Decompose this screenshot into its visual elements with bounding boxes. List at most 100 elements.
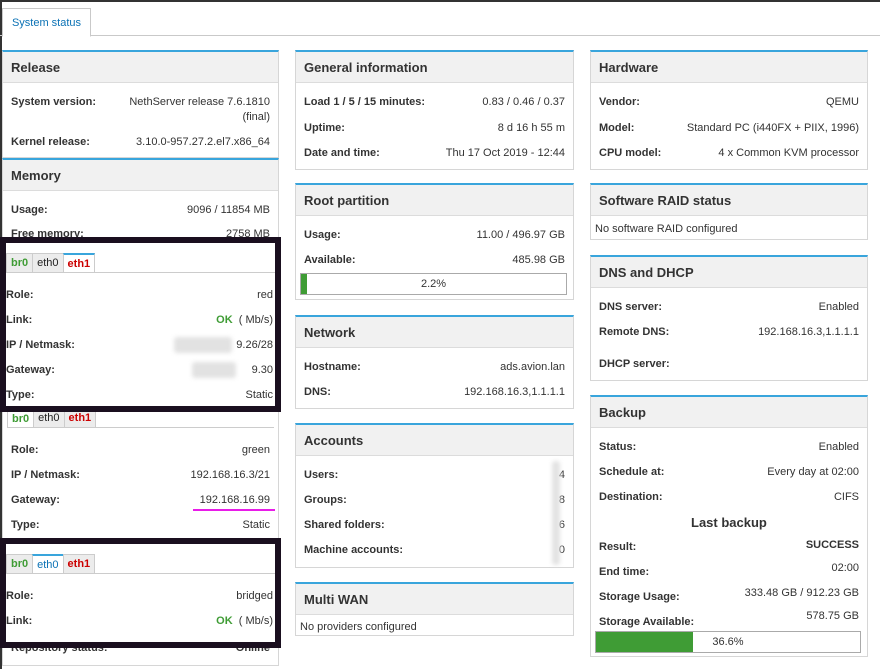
system-version-value-2: (final) <box>242 111 270 123</box>
tab-br0[interactable]: br0 <box>6 253 34 273</box>
eth1-role-label: Role: <box>6 289 34 301</box>
backup-status-label: Status: <box>599 441 637 453</box>
memory-usage-label: Usage: <box>11 204 48 216</box>
raid-title: Software RAID status <box>591 185 867 216</box>
root-usage-value: 11.00 / 496.97 GB <box>476 229 565 241</box>
tab-eth1[interactable]: eth1 <box>62 253 96 273</box>
model-label: Model: <box>599 122 635 134</box>
load-label: Load 1 / 5 / 15 minutes: <box>304 96 426 108</box>
machine-accounts-value: 0 <box>558 544 565 556</box>
br0-iface-tabs: br0 eth0 eth1 <box>7 408 97 428</box>
backup-storage-progress-bar: 36.6% <box>595 631 861 653</box>
eth1-ip-label: IP / Netmask: <box>6 339 75 351</box>
end-time-value: 02:00 <box>831 562 859 574</box>
destination-value: CIFS <box>833 491 859 503</box>
tab-eth0[interactable]: eth0 <box>32 253 64 273</box>
cpu-model-label: CPU model: <box>599 147 662 159</box>
tab-br0[interactable]: br0 <box>6 554 34 574</box>
br0-gateway-label: Gateway: <box>11 494 60 506</box>
tab-system-status[interactable]: System status <box>2 8 91 37</box>
hostname-label: Hostname: <box>304 361 361 373</box>
last-backup-heading: Last backup <box>691 515 767 530</box>
eth1-gateway-label: Gateway: <box>6 364 55 376</box>
remote-dns-label: Remote DNS: <box>599 326 670 338</box>
root-partition-title: Root partition <box>296 185 573 216</box>
memory-usage-value: 9096 / 11854 MB <box>187 204 270 216</box>
groups-label: Groups: <box>304 494 347 506</box>
cpu-model-value: 4 x Common KVM processor <box>718 147 859 159</box>
memory-title: Memory <box>3 160 278 191</box>
system-version-label: System version: <box>11 96 96 108</box>
kernel-release-label: Kernel release: <box>11 136 90 148</box>
shared-folders-value: 6 <box>558 519 565 531</box>
storage-available-label: Storage Available: <box>599 616 695 628</box>
kernel-release-value: 3.10.0-957.27.2.el7.x86_64 <box>136 136 270 148</box>
hostname-value: ads.avion.lan <box>500 361 565 373</box>
shared-folders-label: Shared folders: <box>304 519 385 531</box>
accounts-panel: Accounts Users: 4 Groups: 8 Shared folders… <box>295 423 574 568</box>
model-value: Standard PC (i440FX + PIIX, 1996) <box>686 122 859 134</box>
root-partition-panel: Root partition Usage: 11.00 / 496.97 GB A… <box>295 183 574 300</box>
eth0-role-value: bridged <box>236 590 273 602</box>
dns-dhcp-title: DNS and DHCP <box>591 257 867 288</box>
release-panel: Release System version: NethServer releas… <box>2 50 279 158</box>
eth1-gateway-value: 9.30 <box>251 364 273 376</box>
storage-available-value: 578.75 GB <box>806 610 859 622</box>
br0-type-label: Type: <box>11 519 40 531</box>
eth1-interface-overlay: br0 eth0 eth1 Role: red Link: OK ( Mb/s) IP … <box>0 237 281 412</box>
br0-ip-value: 192.168.16.3/21 <box>190 469 270 481</box>
destination-label: Destination: <box>599 491 663 503</box>
general-info-panel: General information Load 1 / 5 / 15 minu… <box>295 50 574 170</box>
backup-storage-progress-fill <box>596 632 693 652</box>
tab-eth1[interactable]: eth1 <box>63 408 97 428</box>
root-usage-percent: 2.2% <box>420 278 447 290</box>
general-info-title: General information <box>296 52 573 83</box>
eth0-interface-overlay: br0 eth0 eth1 Role: bridged Link: OK ( Mb/s) <box>0 538 281 648</box>
eth0-link-label: Link: <box>6 615 33 627</box>
br0-ip-label: IP / Netmask: <box>11 469 80 481</box>
dhcp-server-label: DHCP server: <box>599 358 670 370</box>
tab-br0[interactable]: br0 <box>7 408 35 428</box>
schedule-label: Schedule at: <box>599 466 665 478</box>
redacted-gateway <box>192 362 236 378</box>
eth0-iface-tabs: br0 eth0 eth1 <box>6 554 96 574</box>
dns-value: 192.168.16.3,1.1.1.1 <box>464 386 565 398</box>
vendor-value: QEMU <box>826 96 859 108</box>
tab-bar: System status <box>0 4 880 37</box>
redacted-ip <box>174 337 232 353</box>
backup-panel: Backup Status: Enabled Schedule at: Every … <box>590 395 868 657</box>
multiwan-title: Multi WAN <box>296 584 573 615</box>
multiwan-panel: Multi WAN No providers configured <box>295 582 574 636</box>
root-usage-label: Usage: <box>304 229 341 241</box>
br0-type-value: Static <box>242 519 270 531</box>
uptime-label: Uptime: <box>304 122 345 134</box>
dns-server-value: Enabled <box>818 301 859 313</box>
users-label: Users: <box>304 469 339 481</box>
root-available-label: Available: <box>304 254 356 266</box>
uptime-value: 8 d 16 h 55 m <box>497 122 565 134</box>
hardware-title: Hardware <box>591 52 867 83</box>
eth1-role-value: red <box>257 289 273 301</box>
backup-status-value: Enabled <box>818 441 859 453</box>
schedule-value: Every day at 02:00 <box>767 466 859 478</box>
eth1-tabs-divider <box>6 272 275 273</box>
root-usage-progress-bar: 2.2% <box>300 273 567 295</box>
root-usage-progress-fill <box>301 274 307 294</box>
eth0-tabs-divider <box>6 573 275 574</box>
storage-usage-label: Storage Usage: <box>599 591 680 603</box>
storage-usage-value: 333.48 GB / 912.23 GB <box>744 587 859 599</box>
dns-server-label: DNS server: <box>599 301 662 313</box>
result-label: Result: <box>599 541 637 553</box>
gateway-highlight-underline <box>193 509 275 511</box>
raid-note: No software RAID configured <box>595 223 738 235</box>
network-panel: Network Hostname: ads.avion.lan DNS: 192.1… <box>295 315 574 409</box>
release-title: Release <box>3 52 278 83</box>
raid-panel: Software RAID status No software RAID co… <box>590 183 868 240</box>
remote-dns-value: 192.168.16.3,1.1.1.1 <box>758 326 859 338</box>
accounts-title: Accounts <box>296 425 573 456</box>
vendor-label: Vendor: <box>599 96 640 108</box>
tab-eth0[interactable]: eth0 <box>32 554 64 574</box>
multiwan-note: No providers configured <box>300 621 417 633</box>
result-value: SUCCESS <box>805 539 859 551</box>
tab-eth1[interactable]: eth1 <box>62 554 96 574</box>
